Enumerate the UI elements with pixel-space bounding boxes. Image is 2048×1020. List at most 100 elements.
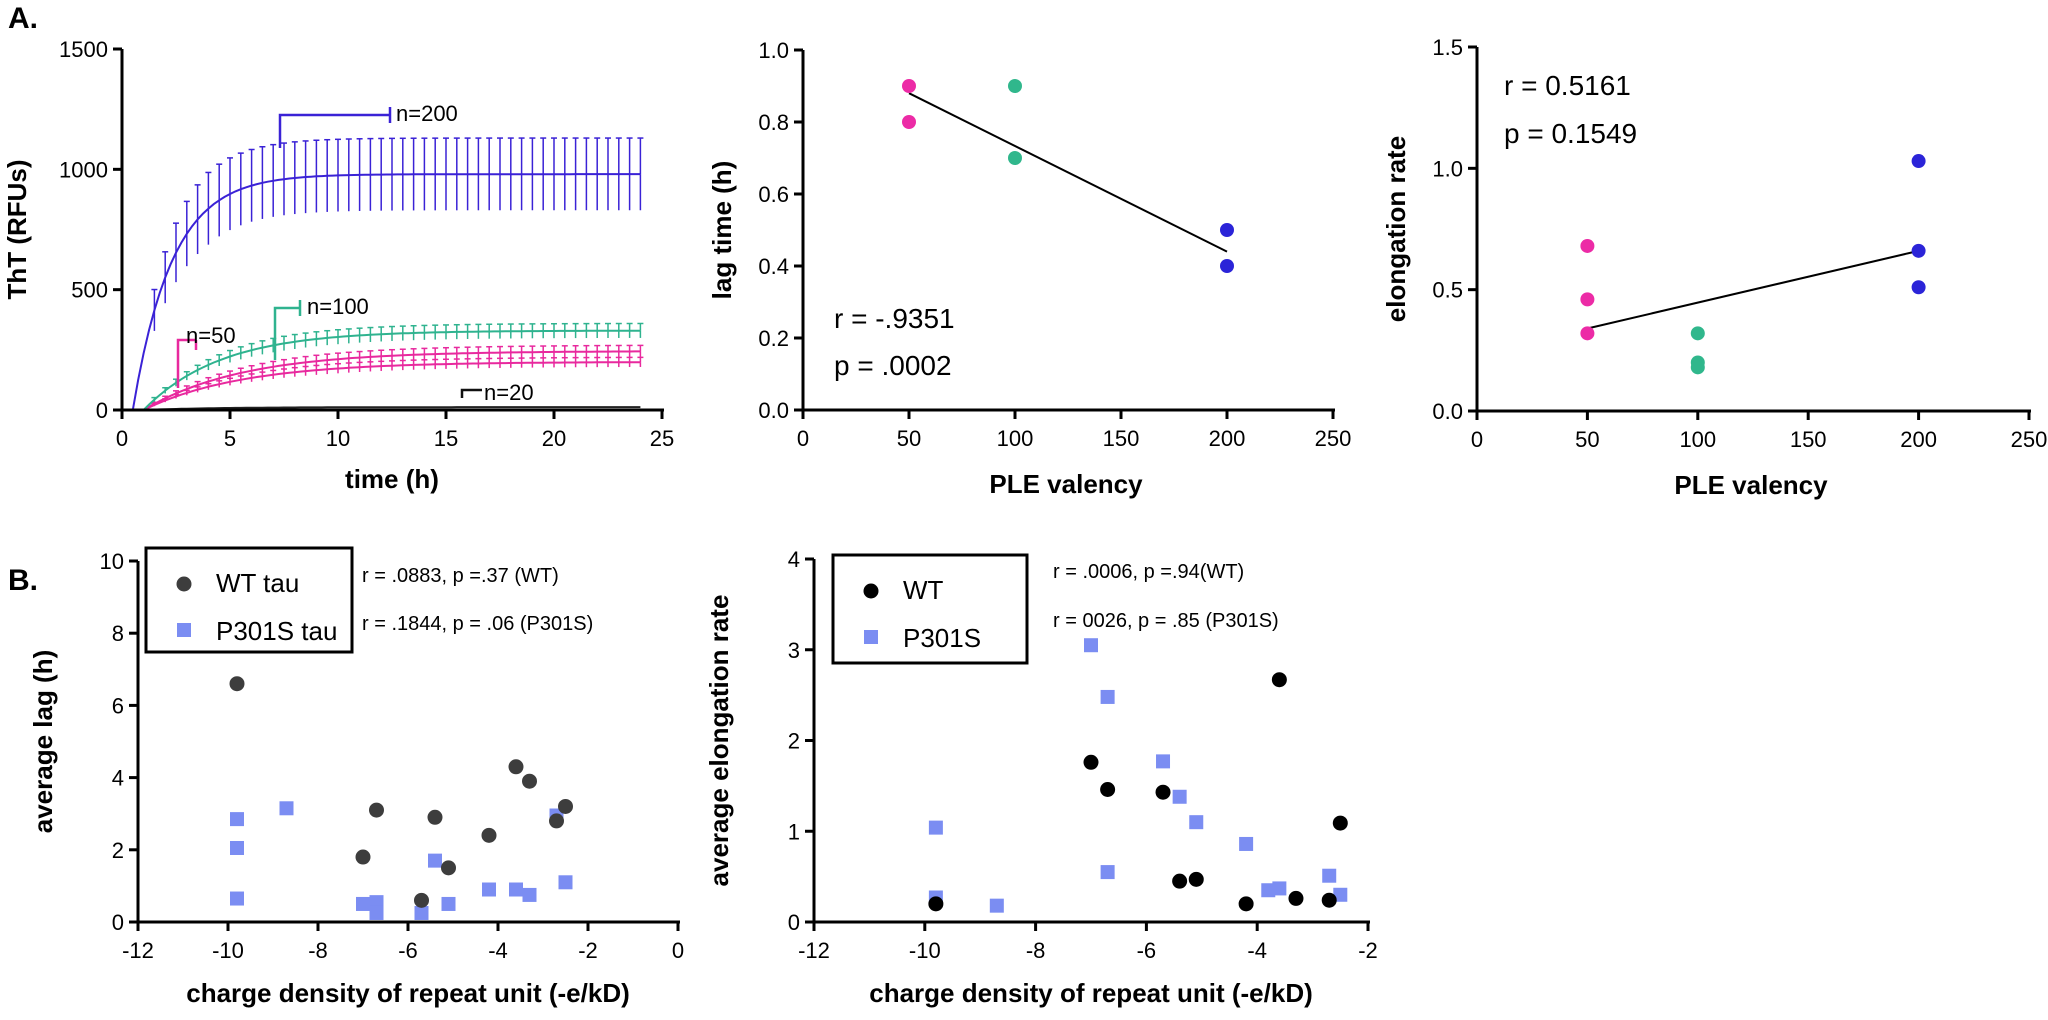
p301s-data-point [1084,638,1098,653]
wt-data-point [508,759,524,775]
data-point [1911,154,1926,169]
legend-wt-marker [176,576,192,592]
p301s-data-point [428,853,442,868]
wt-data-point [522,773,537,789]
x-tick-label: -2 [1358,938,1378,963]
regression-line [908,92,1228,253]
wt-data-point [441,860,456,876]
wt-data-point [1332,815,1348,831]
x-tick-label: 0 [116,426,128,451]
average-lag-vs-charge-plot: WT tau P301S tau r = .0883, p =.37 (WT) r =… [28,546,684,1008]
x-tick-label: 100 [997,426,1034,451]
x-tick-label: -12 [798,938,830,963]
y-axis-label: average elongation rate [704,595,734,887]
p301s-data-point [1100,689,1115,704]
p301s-data-point [482,882,496,897]
x-tick-label: 5 [224,426,236,451]
wt-data-point [414,892,429,908]
x-axis-label: PLE valency [989,469,1143,499]
data-point [1220,259,1234,273]
p301s-data-point [509,882,523,897]
y-axis-label: lag time (h) [707,161,737,300]
y-tick-label: 8 [112,621,124,646]
legend-p301s-marker [177,623,191,637]
y-tick-label: 4 [112,766,124,791]
x-tick-label: 15 [434,426,458,451]
y-tick-label: 1500 [59,37,108,62]
x-axis-label: charge density of repeat unit (-e/kD) [869,978,1313,1008]
y-tick-label: 10 [100,549,124,574]
data-point [1580,326,1595,341]
y-tick-label: 0 [112,910,124,935]
data-point [1690,326,1705,341]
y-tick-label: 2 [112,838,124,863]
wt-data-point [229,676,245,692]
x-tick-label: 250 [1315,426,1352,451]
wt-data-point [1238,896,1254,912]
p301s-data-point [1333,887,1348,902]
data-point [1911,280,1926,295]
p301s-data-point [230,840,244,855]
x-tick-label: 0 [672,938,684,963]
y-tick-label: 0.2 [758,326,789,351]
annotation-n50: n=50 [186,323,236,348]
data-point [1690,360,1705,375]
stats-p301s-text: r = .1844, p = .06 (P301S) [362,613,593,635]
x-axis-label: time (h) [345,464,439,494]
wt-data-point [355,849,371,865]
wt-data-point [369,802,384,818]
elongation-rate-vs-valency-plot: r = 0.5161 p = 0.1549 0 50 100 150 200 250 0.0 0.… [1381,35,2047,500]
legend-wt-marker [863,583,879,599]
y-axis-label: elongation rate [1381,136,1411,322]
x-tick-label: -2 [578,938,598,963]
wt-data-point [481,827,497,843]
legend-wt-label: WT tau [216,568,299,598]
y-tick-label: 0 [96,398,108,423]
x-tick-label: -8 [1026,938,1046,963]
stats-p301s-text: r = 0026, p = .85 (P301S) [1053,610,1279,632]
annotation-n20: n=20 [484,380,534,405]
p301s-data-point [1156,754,1171,769]
data-point [1580,238,1595,253]
p301s-data-point [230,812,244,827]
x-tick-label: 25 [650,426,674,451]
y-tick-label: 0.0 [1432,399,1463,424]
annotation-bracket [460,388,482,398]
p301s-data-point [1322,868,1337,883]
p301s-data-point [558,875,573,890]
y-tick-label: 1.5 [1432,35,1463,60]
y-tick-label: 4 [788,547,800,572]
x-tick-label: -4 [488,938,508,963]
y-tick-label: 0.6 [758,182,789,207]
y-tick-label: 1 [788,819,800,844]
wt-data-point [1172,873,1188,889]
p301s-data-point [279,801,294,816]
y-tick-label: 0.8 [758,110,789,135]
x-tick-label: -8 [308,938,328,963]
legend-wt-label: WT [903,575,944,605]
y-tick-label: 2 [788,729,800,754]
panel-label-a: A. [8,2,38,35]
data-point [1580,292,1595,307]
y-tick-label: 0.5 [1432,278,1463,303]
correlation-r-text: r = 0.5161 [1504,70,1631,101]
panel-label-b: B. [8,564,38,597]
x-tick-label: 200 [1900,427,1937,452]
correlation-r-text: r = -.9351 [834,303,955,334]
legend-p301s-label: P301S [903,623,981,653]
x-tick-label: 20 [542,426,566,451]
x-tick-label: -12 [122,938,154,963]
wt-data-point [1155,784,1171,800]
x-tick-label: 50 [1575,427,1599,452]
p301s-data-point [1172,789,1187,804]
x-tick-label: 0 [797,426,809,451]
y-tick-label: 500 [71,278,108,303]
y-tick-label: 0.0 [758,398,789,423]
stats-wt-text: r = .0883, p =.37 (WT) [362,565,559,587]
data-point [902,115,916,129]
y-tick-label: 1.0 [758,38,789,63]
annotation-n100: n=100 [307,294,369,319]
average-elongation-vs-charge-plot: WT P301S r = .0006, p =.94(WT) r = 0026, p … [704,547,1378,1008]
p301s-data-point [1100,865,1115,880]
